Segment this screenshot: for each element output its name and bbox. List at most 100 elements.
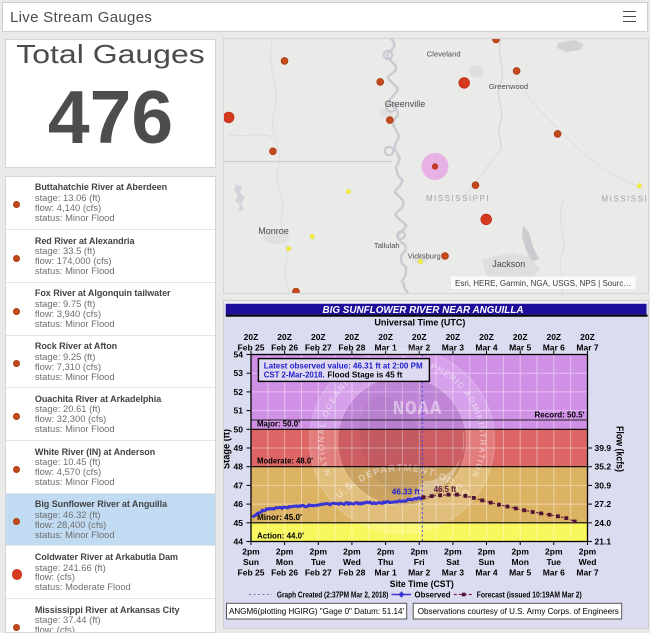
- svg-text:2pm: 2pm: [276, 547, 294, 557]
- svg-text:MISSISSI: MISSISSI: [602, 195, 649, 204]
- svg-text:Mar 2: Mar 2: [408, 343, 430, 353]
- svg-text:27.2: 27.2: [595, 499, 612, 509]
- svg-text:24.0: 24.0: [595, 518, 612, 528]
- svg-text:Feb 27: Feb 27: [305, 568, 332, 578]
- svg-text:Feb 28: Feb 28: [338, 568, 365, 578]
- svg-text:Mar 1: Mar 1: [374, 343, 396, 353]
- svg-text:Mar 3: Mar 3: [442, 568, 464, 578]
- svg-text:Forecast (issued 10:19AM Mar 2: Forecast (issued 10:19AM Mar 2): [477, 590, 582, 599]
- svg-text:Feb 26: Feb 26: [271, 568, 298, 578]
- svg-text:Tallulah: Tallulah: [374, 241, 400, 250]
- svg-text:39.9: 39.9: [595, 443, 612, 453]
- svg-text:20Z: 20Z: [412, 332, 427, 342]
- svg-text:Feb 28: Feb 28: [338, 343, 365, 353]
- svg-text:2pm: 2pm: [410, 547, 428, 557]
- svg-text:20Z: 20Z: [244, 332, 259, 342]
- svg-text:Feb 25: Feb 25: [238, 568, 265, 578]
- svg-text:Mar 5: Mar 5: [509, 568, 531, 578]
- svg-text:Sun: Sun: [243, 557, 259, 567]
- svg-text:49: 49: [234, 443, 244, 453]
- svg-text:Graph Created (2:37PM Mar 2, 2: Graph Created (2:37PM Mar 2, 2018): [277, 590, 389, 599]
- svg-text:Thu: Thu: [378, 557, 394, 567]
- svg-text:Stage (ft): Stage (ft): [224, 429, 233, 469]
- svg-text:Mar 7: Mar 7: [576, 568, 598, 578]
- svg-text:Latest observed value: 46.31: Latest observed value: 46.31 ft at 2:00 …: [264, 360, 423, 370]
- svg-text:46.33 ft: 46.33 ft: [392, 486, 420, 496]
- svg-text:20Z: 20Z: [479, 332, 494, 342]
- svg-text:44: 44: [234, 537, 244, 547]
- svg-text:Esri, HERE, Garmin, NGA, USGS,: Esri, HERE, Garmin, NGA, USGS, NPS | Sou…: [455, 279, 631, 288]
- svg-text:20Z: 20Z: [345, 332, 360, 342]
- svg-text:51: 51: [234, 406, 244, 416]
- svg-text:Mar 4: Mar 4: [475, 343, 497, 353]
- svg-text:ANGM6(plotting HGIRG) "Gage 0": ANGM6(plotting HGIRG) "Gage 0" Datum: 51…: [229, 606, 404, 616]
- svg-text:Fri: Fri: [414, 557, 425, 567]
- svg-text:Sat: Sat: [446, 557, 459, 567]
- svg-text:Mar 2: Mar 2: [408, 568, 430, 578]
- svg-text:Tue: Tue: [547, 557, 562, 567]
- svg-text:BIG SUNFLOWER RIVER NEAR ANGUI: BIG SUNFLOWER RIVER NEAR ANGUILLA: [323, 304, 524, 316]
- svg-text:2pm: 2pm: [343, 547, 361, 557]
- svg-text:Wed: Wed: [579, 557, 597, 567]
- svg-text:Action: 44.0': Action: 44.0': [257, 531, 304, 541]
- svg-text:Record: 50.5': Record: 50.5': [535, 410, 585, 420]
- svg-text:2pm: 2pm: [377, 547, 395, 557]
- svg-text:CST 2-Mar-2018.: CST 2-Mar-2018.: [264, 369, 325, 379]
- svg-text:Vicksburg: Vicksburg: [408, 252, 441, 261]
- svg-text:Mar 5: Mar 5: [509, 343, 531, 353]
- svg-text:Mar 6: Mar 6: [543, 568, 565, 578]
- svg-text:Mar 4: Mar 4: [475, 568, 497, 578]
- svg-text:20Z: 20Z: [546, 332, 561, 342]
- svg-text:20Z: 20Z: [378, 332, 393, 342]
- svg-text:20Z: 20Z: [277, 332, 292, 342]
- svg-text:Universal Time (UTC): Universal Time (UTC): [374, 317, 465, 328]
- svg-text:Mar 7: Mar 7: [576, 343, 598, 353]
- svg-text:52: 52: [234, 387, 244, 397]
- svg-text:Mon: Mon: [276, 557, 293, 567]
- svg-text:2pm: 2pm: [444, 547, 462, 557]
- svg-text:Mar 3: Mar 3: [442, 343, 464, 353]
- svg-text:20Z: 20Z: [580, 332, 595, 342]
- svg-text:MISSISSIPPI: MISSISSIPPI: [426, 194, 490, 203]
- svg-text:53: 53: [234, 368, 244, 378]
- svg-text:Moderate: 48.0': Moderate: 48.0': [257, 456, 313, 466]
- svg-text:Greenwood: Greenwood: [489, 82, 528, 91]
- svg-text:Flow (kcfs): Flow (kcfs): [614, 426, 625, 472]
- svg-text:Mar 6: Mar 6: [543, 343, 565, 353]
- svg-text:50: 50: [234, 424, 244, 434]
- svg-text:47: 47: [234, 480, 244, 490]
- svg-text:2pm: 2pm: [478, 547, 496, 557]
- svg-text:2pm: 2pm: [242, 547, 260, 557]
- svg-text:Feb 27: Feb 27: [305, 343, 332, 353]
- svg-text:20Z: 20Z: [446, 332, 461, 342]
- svg-text:45: 45: [234, 518, 244, 528]
- svg-text:Greenville: Greenville: [385, 99, 426, 109]
- svg-text:46.5 ft: 46.5 ft: [434, 484, 457, 494]
- svg-text:Mar 1: Mar 1: [374, 568, 396, 578]
- svg-text:Cleveland: Cleveland: [427, 50, 461, 59]
- svg-text:35.2: 35.2: [595, 462, 612, 472]
- svg-text:Feb 25: Feb 25: [238, 343, 265, 353]
- svg-text:Mon: Mon: [511, 557, 528, 567]
- svg-text:Major: 50.0': Major: 50.0': [257, 418, 300, 428]
- svg-text:20Z: 20Z: [513, 332, 528, 342]
- svg-text:Feb 26: Feb 26: [271, 343, 298, 353]
- svg-text:Jackson: Jackson: [492, 259, 525, 269]
- svg-text:21.1: 21.1: [595, 537, 612, 547]
- svg-text:Minor: 45.0': Minor: 45.0': [257, 512, 302, 522]
- svg-text:Wed: Wed: [343, 557, 361, 567]
- svg-text:2pm: 2pm: [310, 547, 328, 557]
- svg-text:Flood Stage is 45 ft: Flood Stage is 45 ft: [327, 369, 402, 379]
- svg-text:48: 48: [234, 462, 244, 472]
- svg-text:2pm: 2pm: [579, 547, 597, 557]
- svg-text:2pm: 2pm: [545, 547, 563, 557]
- svg-text:20Z: 20Z: [311, 332, 326, 342]
- svg-text:Observations courtesy of U.S.: Observations courtesy of U.S. Army Corps…: [418, 606, 619, 616]
- svg-text:2pm: 2pm: [511, 547, 529, 557]
- svg-text:Tue: Tue: [311, 557, 326, 567]
- svg-text:Observed: Observed: [415, 590, 451, 599]
- svg-text:30.9: 30.9: [595, 480, 612, 490]
- svg-text:Site Time (CST): Site Time (CST): [390, 579, 454, 590]
- svg-text:Sun: Sun: [478, 557, 494, 567]
- svg-text:46: 46: [234, 499, 244, 509]
